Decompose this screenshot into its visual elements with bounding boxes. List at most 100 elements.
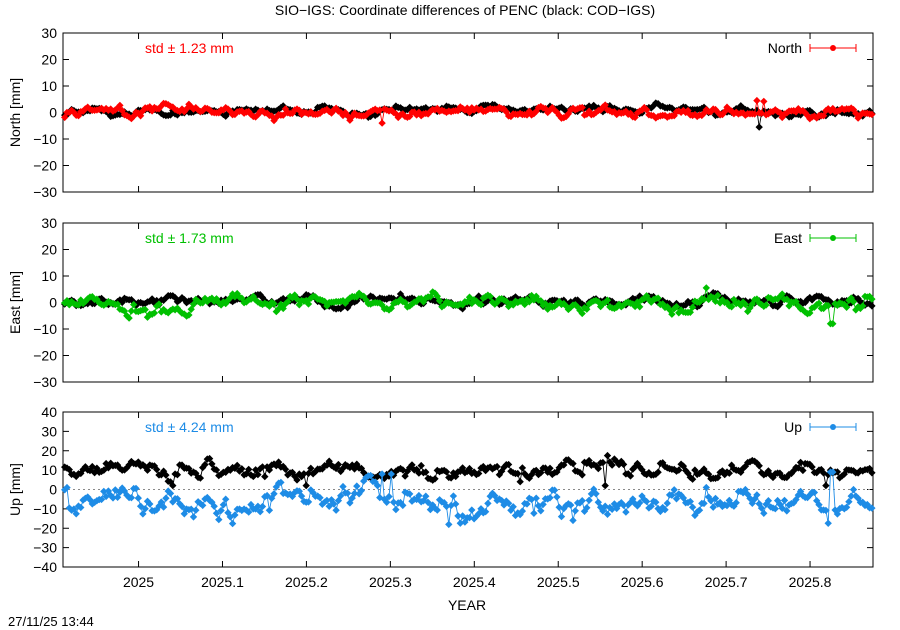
data-point xyxy=(849,485,858,494)
y-tick-label: 0 xyxy=(49,295,57,311)
data-point xyxy=(532,494,540,502)
data-point xyxy=(539,500,547,509)
data-point xyxy=(810,488,819,497)
data-point xyxy=(711,494,720,503)
data-point xyxy=(868,295,876,303)
data-point xyxy=(281,465,290,473)
y-tick-label: −10 xyxy=(33,321,57,337)
y-tick-label: 30 xyxy=(41,215,57,231)
data-point xyxy=(778,290,786,298)
y-tick-label: 20 xyxy=(41,52,57,68)
data-point xyxy=(127,307,136,315)
data-point xyxy=(270,300,278,308)
data-point xyxy=(132,484,140,493)
data-point xyxy=(385,492,393,501)
data-point xyxy=(304,469,313,478)
data-point xyxy=(686,308,694,316)
data-point xyxy=(868,469,876,477)
data-point xyxy=(688,503,697,511)
timestamp: 27/11/25 13:44 xyxy=(8,614,94,629)
data-point xyxy=(764,497,773,505)
legend-marker xyxy=(830,424,836,430)
data-point xyxy=(323,496,331,505)
data-point xyxy=(569,516,577,525)
y-tick-label: −30 xyxy=(33,184,57,200)
data-point xyxy=(334,460,343,469)
legend: Up xyxy=(784,419,857,435)
y-tick-label: 0 xyxy=(49,482,57,498)
data-point xyxy=(383,498,391,506)
data-point xyxy=(97,495,106,504)
data-point xyxy=(619,460,628,469)
data-point xyxy=(210,502,218,510)
y-tick-label: −30 xyxy=(33,374,57,390)
data-point xyxy=(868,110,876,119)
data-point xyxy=(357,486,366,495)
legend: North xyxy=(768,40,857,56)
data-point xyxy=(700,499,708,508)
data-point xyxy=(141,505,149,513)
panel-up: −40 −30 −20 −10 0 10 20 30 40 2025 2025.1 2025.2 202… xyxy=(7,404,876,590)
x-tick-label: 2025.4 xyxy=(453,574,496,590)
y-axis-label: North [mm] xyxy=(7,78,23,147)
data-point xyxy=(399,501,407,510)
data-point xyxy=(270,490,278,498)
data-point xyxy=(553,493,561,501)
x-tick-label: 2025.5 xyxy=(537,574,580,590)
data-point xyxy=(700,295,708,303)
data-point xyxy=(567,501,575,509)
legend-label: East xyxy=(774,230,802,246)
data-point xyxy=(353,482,361,490)
data-point xyxy=(670,486,678,494)
data-point xyxy=(408,461,416,469)
data-point xyxy=(753,491,761,499)
x-tick-label: 2025.3 xyxy=(369,574,412,590)
data-point xyxy=(130,300,138,309)
data-point xyxy=(603,451,612,460)
data-point xyxy=(755,462,763,470)
data-point xyxy=(316,494,324,502)
data-point xyxy=(757,504,766,512)
data-point xyxy=(732,499,740,507)
data-point xyxy=(780,496,789,505)
data-point xyxy=(196,474,205,482)
data-point xyxy=(254,502,262,510)
data-point xyxy=(603,296,612,304)
std-annotation: std ± 1.73 mm xyxy=(145,230,234,246)
data-point xyxy=(592,490,600,498)
legend-label: North xyxy=(768,40,802,56)
data-point xyxy=(842,303,851,311)
data-point xyxy=(162,471,170,479)
data-point xyxy=(307,464,315,472)
data-point xyxy=(783,295,791,303)
data-point xyxy=(668,491,676,499)
data-point xyxy=(277,478,285,487)
data-point xyxy=(192,506,200,514)
data-point xyxy=(688,303,697,311)
data-point xyxy=(261,472,269,481)
data-point xyxy=(833,468,842,476)
data-point xyxy=(603,510,612,518)
y-tick-label: 10 xyxy=(41,78,57,94)
data-point xyxy=(215,515,223,524)
data-point xyxy=(760,97,768,106)
data-point xyxy=(146,500,154,508)
data-point xyxy=(594,464,602,473)
data-point xyxy=(205,454,214,463)
panels-group: −30 −20 −10 0 10 20 30 North [mm] std ± 1.23 mm N… xyxy=(7,25,876,590)
std-annotation: std ± 1.23 mm xyxy=(145,40,234,56)
data-point xyxy=(608,505,616,513)
data-point xyxy=(431,475,439,483)
data-point xyxy=(727,303,736,311)
data-point xyxy=(109,494,117,502)
data-point xyxy=(654,294,662,302)
data-point xyxy=(231,511,239,519)
data-point xyxy=(842,503,851,511)
data-point xyxy=(304,498,313,506)
data-point xyxy=(714,291,722,300)
data-point xyxy=(702,483,710,492)
data-point xyxy=(143,466,152,474)
data-point xyxy=(695,506,704,514)
data-point xyxy=(824,519,832,527)
data-point xyxy=(688,475,697,483)
